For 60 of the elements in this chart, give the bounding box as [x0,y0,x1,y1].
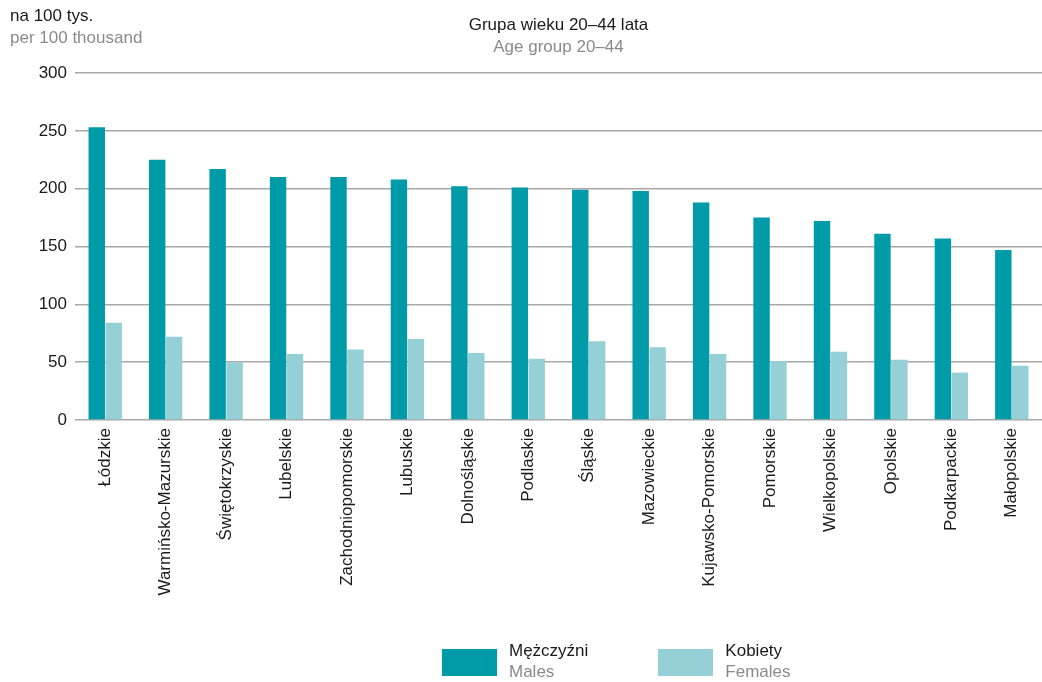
bar [269,177,287,420]
bar [572,189,589,420]
x-tick-label: Opolskie [880,428,900,495]
y-tick-label: 300 [38,62,67,82]
legend-label: Kobiety Females [725,640,791,682]
bar [951,372,969,420]
bar [874,233,891,420]
y-tick-label: 0 [57,409,67,429]
bar [632,190,649,420]
bar [649,347,666,420]
chart-title: Grupa wieku 20–44 lata [468,15,649,34]
bar [1012,365,1029,420]
x-tick-label: Lubelskie [276,428,296,500]
x-tick-label: Mazowieckie [638,428,658,526]
x-tick-label: Łódzkie [94,428,114,487]
bar [753,217,770,420]
bar [770,361,787,420]
bar [165,336,183,420]
bar [692,202,710,420]
bar [330,177,347,420]
bar [407,339,425,420]
x-tick-label: Wielkopolskie [820,428,840,532]
x-tick-label: Małopolskie [1001,428,1021,518]
bar [286,354,304,420]
bar [451,186,468,420]
chart-subtitle: Age group 20–44 [493,37,624,56]
x-tick-label: Śląskie [578,428,598,483]
y-tick-label: 50 [48,351,67,371]
x-tick-label: Kujawsko-Pomorskie [699,428,719,587]
bar [934,238,952,420]
bar [709,354,727,420]
y-tick-label: 100 [38,294,67,314]
bar [588,341,606,420]
bar [347,349,364,420]
bar [528,358,545,420]
bar [511,187,529,420]
legend-label: Mężczyźni Males [509,640,589,682]
bar [830,351,848,420]
x-tick-label: Pomorskie [759,428,779,509]
x-tick-label: Warmińsko-Mazurskie [155,428,175,596]
x-tick-label: Zachodniopomorskie [336,428,356,586]
bar [88,127,105,420]
bar [148,159,166,420]
bar [105,322,122,420]
x-tick-label: Lubuskie [397,428,417,497]
x-tick-label: Świętokrzyskie [215,428,235,541]
y-tick-label: 150 [38,236,67,256]
y-tick-label: 250 [38,120,67,140]
bar [995,249,1012,420]
y-axis-title: na 100 tys. per 100 thousand [10,5,143,49]
bar [226,362,243,420]
bar [390,179,408,420]
bar [209,169,226,420]
x-tick-label: Dolnośląskie [457,428,477,525]
x-tick-label: Podlaskie [517,428,537,502]
bar [891,359,908,420]
y-tick-label: 200 [38,178,67,198]
bar [468,352,485,420]
x-tick-label: Podkarpackie [941,428,961,532]
bar [813,221,831,420]
